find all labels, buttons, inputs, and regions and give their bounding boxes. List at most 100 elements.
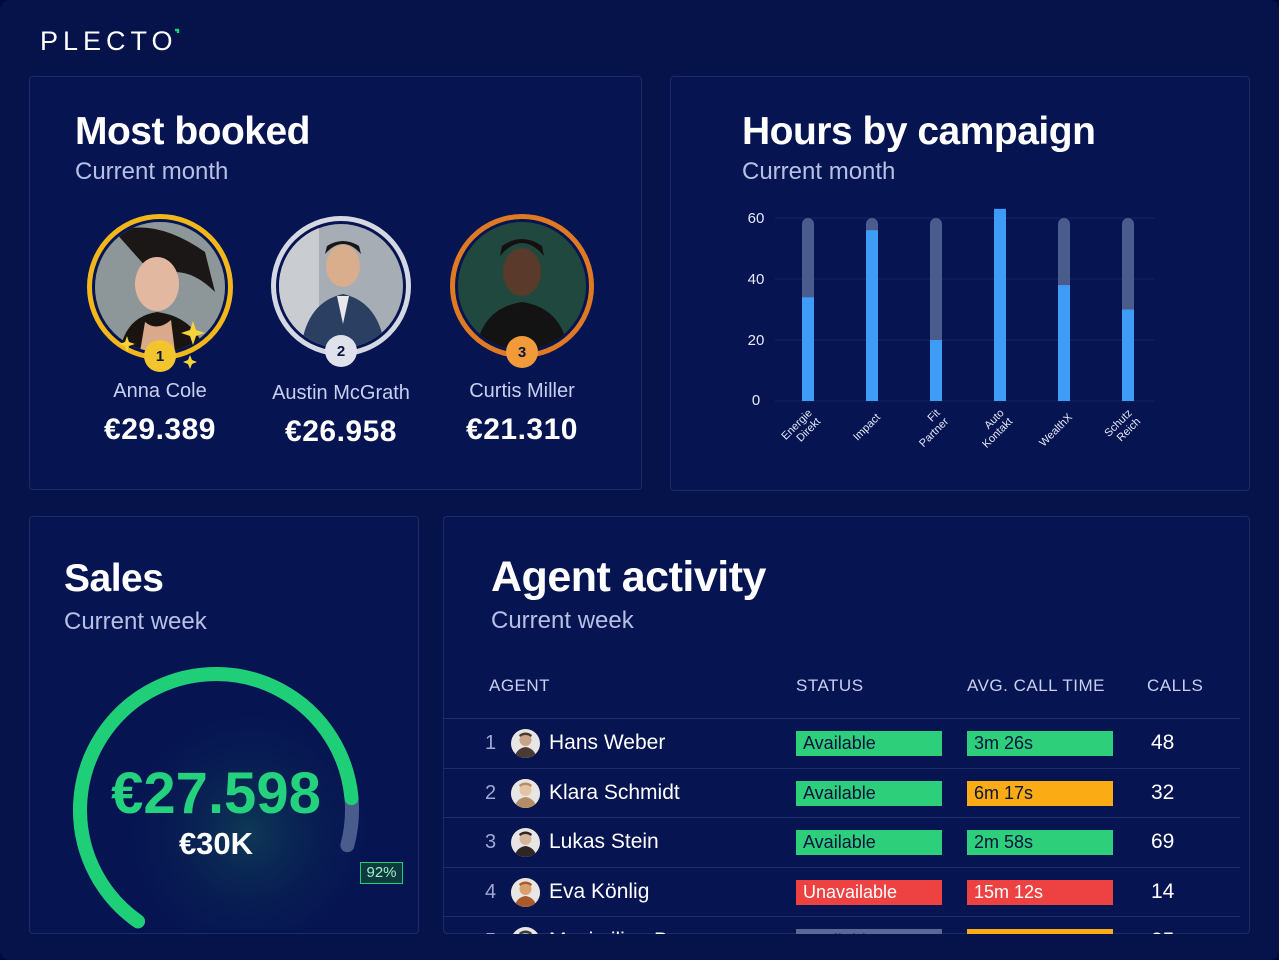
bar-schutz-reich: [1122, 309, 1134, 401]
avg-call-time-badge: 3m 26s: [967, 731, 1113, 756]
agent-activity-card: [443, 516, 1250, 934]
agent-name: Hans Weber: [549, 731, 666, 754]
row-number: 4: [485, 880, 497, 903]
avatar: [511, 729, 540, 758]
calls-count: 32: [1151, 780, 1175, 804]
column-header-calls[interactable]: CALLS: [1147, 676, 1204, 695]
rank-badge-gold: 1: [144, 340, 176, 372]
sales-value: €27.598: [111, 761, 321, 826]
table-row[interactable]: 2 Klara Schmidt Available 6m 17s 32: [443, 767, 1240, 817]
row-number: 2: [485, 781, 497, 804]
x-tick-text: Impact: [851, 411, 883, 443]
sales-title: Sales: [64, 557, 164, 600]
most-booked-title: Most booked: [75, 110, 311, 153]
status-badge: Available: [796, 929, 942, 934]
avatar-ring-silver: 2: [271, 216, 411, 367]
sales-percent-badge: 92%: [360, 862, 403, 884]
avg-call-time-badge: 2m 58s: [967, 830, 1113, 855]
agent-name: Lukas Stein: [549, 830, 659, 853]
y-tick-label: 0: [752, 392, 760, 409]
person-icon: [511, 729, 540, 758]
podium-item-3[interactable]: 3 Curtis Miller €21.310: [432, 214, 612, 447]
calls-count: 25: [1151, 929, 1174, 934]
podium-item-2[interactable]: 2 Austin McGrath €26.958: [251, 214, 431, 449]
hours-title: Hours by campaign: [742, 110, 1096, 153]
x-tick-label: WealthX: [1037, 411, 1075, 449]
table-row[interactable]: 4 Eva Könlig Unavailable 15m 12s 14: [443, 866, 1240, 916]
x-tick-label: Impact: [851, 411, 883, 443]
avatar-ring-bronze: 3: [450, 214, 594, 368]
person-icon: [95, 222, 225, 352]
sparkle-icon: [181, 321, 205, 369]
bar-wealthx: [1058, 285, 1070, 401]
calls-count: 14: [1151, 879, 1175, 903]
person-icon: [511, 927, 540, 934]
sales-target: €30K: [178, 826, 254, 861]
status-badge: Available: [796, 780, 942, 806]
avatar-ring-gold: 1: [87, 214, 233, 372]
column-header-status[interactable]: STATUS: [796, 676, 864, 695]
person-icon: [511, 828, 540, 857]
person-icon: [458, 222, 586, 350]
podium-value: €26.958: [285, 415, 397, 448]
avg-call-time-badge: 15m 12s: [967, 879, 1113, 905]
status-badge: Unavailable: [796, 879, 942, 905]
avatar: [511, 778, 540, 808]
agent-name: Maximilian B: [549, 929, 668, 934]
plecto-logo: PLECTO: [40, 26, 178, 56]
gauge-glow: [106, 690, 366, 930]
logo-mark-icon: [175, 28, 180, 33]
avatar: [279, 224, 403, 348]
rank-badge-bronze: 3: [506, 336, 538, 368]
podium-item-1[interactable]: 1 Anna Cole €29.389: [70, 214, 250, 447]
avg-call-time-badge: 6m 17s: [967, 780, 1113, 806]
podium-value: €21.310: [466, 413, 578, 446]
person-icon: [279, 224, 403, 348]
row-number: 1: [485, 732, 497, 754]
bar-impact: [866, 230, 878, 401]
agent-table-body: 1 Hans Weber Available 3m 26s 48 2 Klara Schmi…: [443, 718, 1240, 934]
podium-value: €29.389: [104, 413, 216, 446]
avatar: [458, 222, 586, 350]
avatar: [511, 828, 540, 857]
rank-badge-silver: 2: [325, 335, 357, 367]
bar-fit-partner: [930, 340, 942, 401]
y-tick-label: 20: [748, 332, 765, 349]
avatar: [511, 877, 540, 907]
bar-auto-kontakt: [994, 208, 1006, 401]
y-tick-label: 60: [748, 210, 765, 227]
sparkle-icon: [119, 336, 135, 352]
sales-gauge: [73, 667, 366, 930]
row-number: 5: [485, 930, 496, 934]
person-icon: [511, 877, 540, 907]
agent-activity-subtitle: Current week: [491, 607, 634, 634]
podium-name: Anna Cole: [113, 380, 207, 402]
table-row[interactable]: 1 Hans Weber Available 3m 26s 48: [443, 718, 1240, 767]
hours-card: [670, 76, 1250, 491]
podium-name: Curtis Miller: [469, 380, 575, 402]
status-badge: Available: [796, 731, 942, 756]
bar-energie-direkt: [802, 297, 814, 401]
row-number: 3: [485, 831, 497, 853]
avg-call-time-badge: 7m 02s: [967, 929, 1113, 934]
person-icon: [511, 778, 540, 808]
most-booked-subtitle: Current month: [75, 158, 229, 185]
hours-subtitle: Current month: [742, 158, 896, 185]
table-row[interactable]: 3 Lukas Stein Available 2m 58s 69: [443, 817, 1240, 866]
agent-name: Klara Schmidt: [549, 780, 680, 804]
agent-name: Eva Könlig: [549, 879, 650, 903]
column-header-avg-call-time[interactable]: AVG. CALL TIME: [967, 676, 1106, 695]
gauge-progress: [73, 667, 359, 929]
podium-name: Austin McGrath: [272, 382, 410, 404]
calls-count: 69: [1151, 830, 1175, 853]
column-header-agent[interactable]: AGENT: [489, 676, 551, 695]
avatar: [511, 927, 540, 934]
table-row[interactable]: 5 Maximilian B Available 7m 02s 25: [443, 916, 1240, 934]
y-tick-label: 40: [748, 271, 765, 288]
x-tick-text: WealthX: [1037, 411, 1075, 449]
